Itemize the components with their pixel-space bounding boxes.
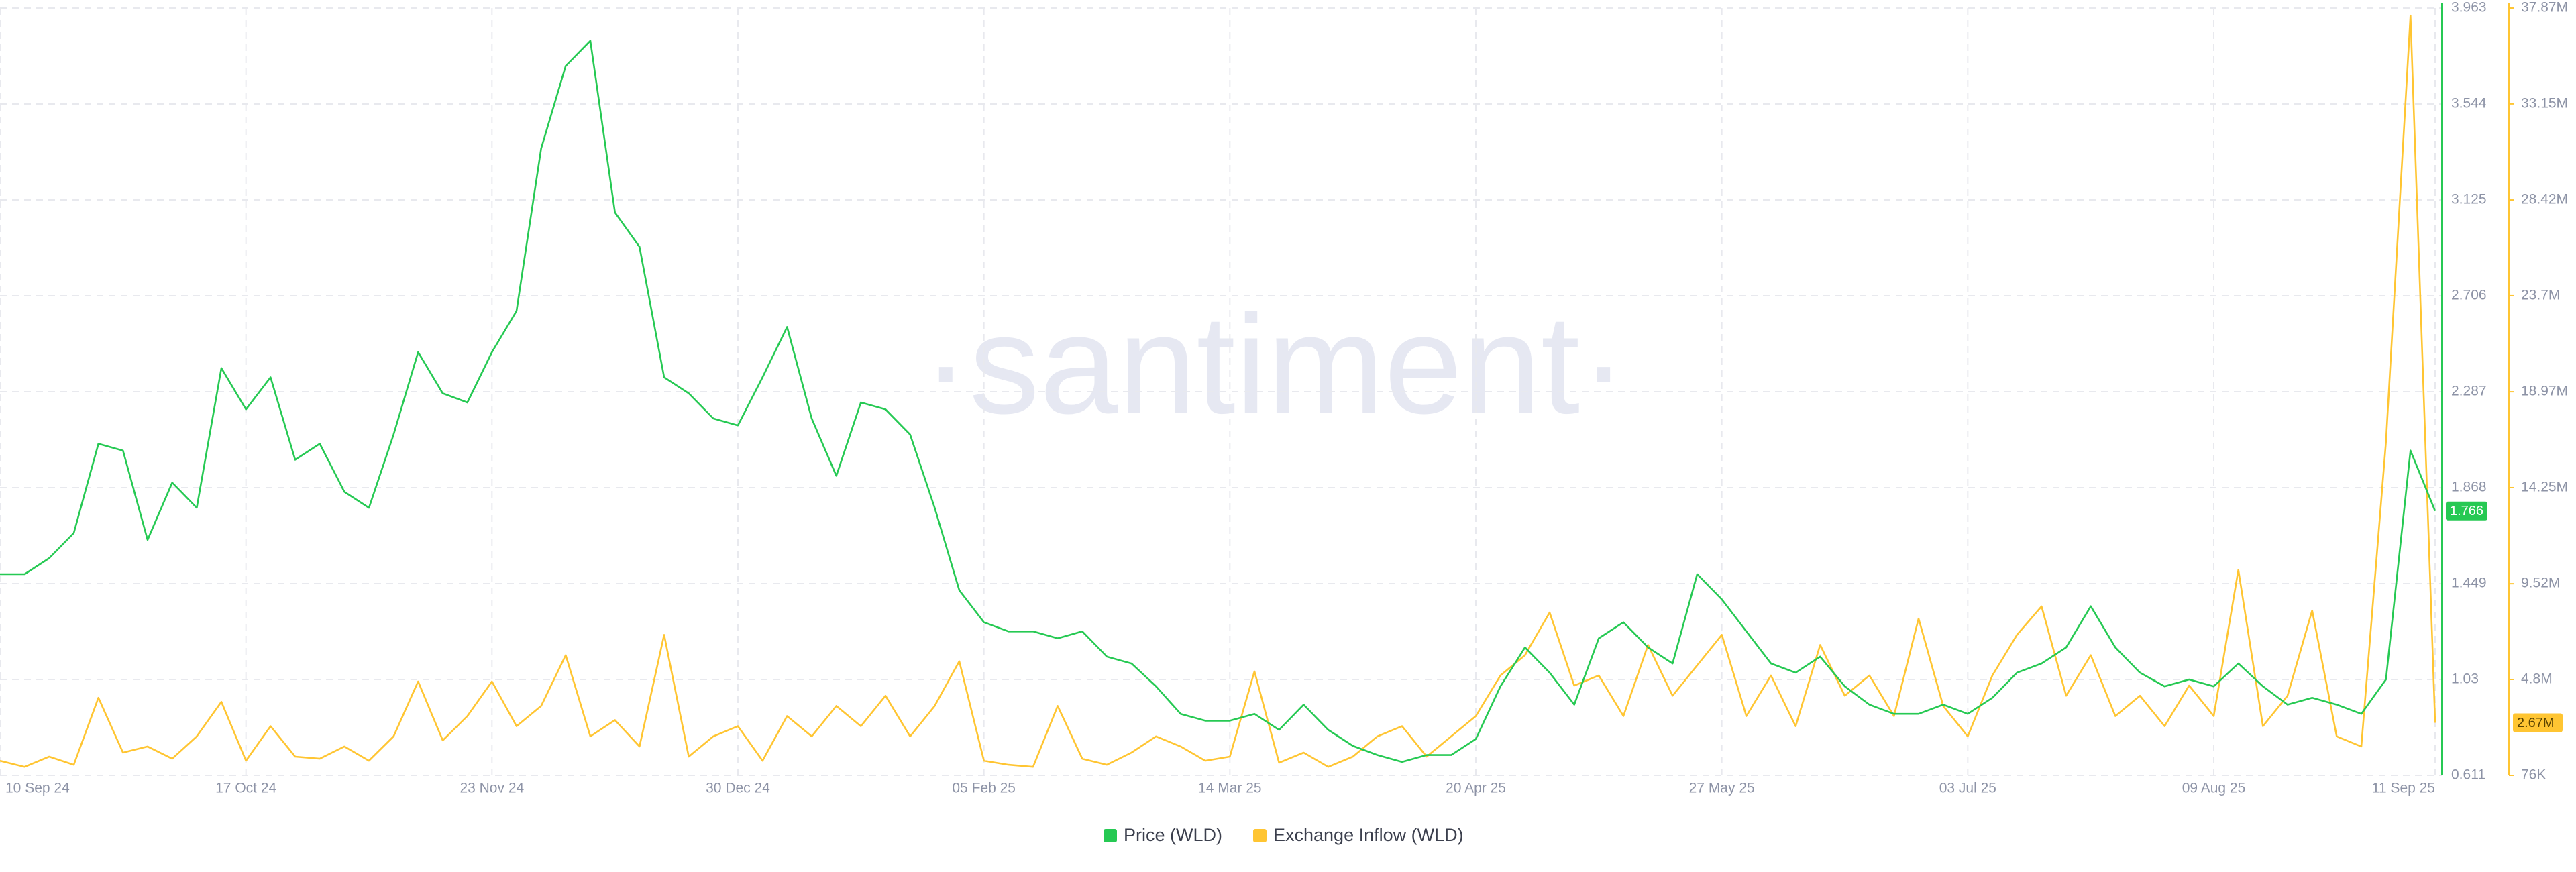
y2-tick-label: 76K [2521,767,2546,783]
legend-label: Price (WLD) [1124,825,1222,845]
watermark: ·santiment· [922,285,1627,443]
y-tick-label: 3.125 [2451,192,2487,207]
y2-tick-label: 33.15M [2521,95,2568,111]
legend-swatch [1104,829,1117,842]
x-tick-label: 27 May 25 [1689,781,1755,796]
x-tick-label: 20 Apr 25 [1446,781,1506,796]
x-tick-label: 11 Sep 25 [2372,781,2435,796]
series-line [0,14,2436,768]
y2-tick-label: 9.52M [2521,576,2560,591]
legend-swatch [1253,829,1267,842]
y-tick-label: 2.287 [2451,384,2487,399]
y2-tick-label: 23.7M [2521,287,2560,303]
x-tick-label: 10 Sep 24 [5,781,70,796]
x-tick-label: 05 Feb 25 [952,781,1016,796]
x-tick-label: 23 Nov 24 [460,781,524,796]
last-value-badge [2446,501,2487,521]
y-tick-label: 3.963 [2451,0,2487,15]
y-tick-label: 1.449 [2451,576,2487,591]
x-tick-label: 30 Dec 24 [706,781,770,796]
x-tick-label: 03 Jul 25 [1939,781,1996,796]
y2-tick-label: 14.25M [2521,480,2568,495]
y-tick-label: 2.706 [2451,288,2487,303]
y-tick-label: 1.03 [2451,671,2479,687]
y-tick-label: 0.611 [2451,767,2485,783]
y2-tick-label: 4.8M [2521,671,2553,687]
last-value-badge [2513,713,2563,732]
legend: Price (WLD) Exchange Inflow (WLD) [1104,825,1464,845]
y2-tick-label: 18.97M [2521,384,2568,399]
legend-label: Exchange Inflow (WLD) [1273,825,1464,845]
last-value-label: 1.766 [2450,504,2483,519]
series-line [0,40,2436,763]
x-tick-label: 14 Mar 25 [1198,781,1262,796]
y-tick-label: 1.868 [2451,480,2487,495]
last-value-label: 2.67M [2517,716,2555,730]
y-tick-label: 3.544 [2451,96,2487,111]
x-tick-label: 09 Aug 25 [2182,781,2246,796]
y2-tick-label: 37.87M [2521,0,2568,15]
x-tick-label: 17 Oct 24 [215,781,276,796]
y2-tick-label: 28.42M [2521,192,2568,207]
